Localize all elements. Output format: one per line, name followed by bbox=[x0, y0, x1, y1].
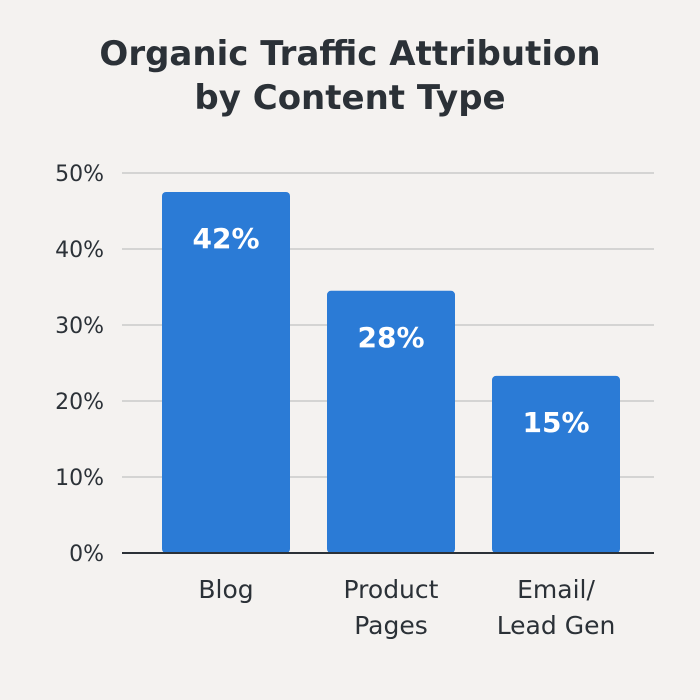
chart-title-line-1: Organic Traffic Attribution bbox=[99, 34, 601, 74]
category-labels: Blog Product Pages Email/Lead Gen bbox=[198, 575, 615, 640]
data-labels: 42% 28% 15% bbox=[192, 222, 589, 439]
chart-title-line-2: by Content Type bbox=[194, 78, 506, 119]
bar-data-label: 15% bbox=[522, 406, 589, 439]
y-tick-label: 0% bbox=[69, 542, 104, 567]
bar bbox=[492, 375, 620, 553]
bar bbox=[327, 290, 455, 553]
x-category-label: Blog bbox=[198, 575, 253, 604]
x-category-label: Lead Gen bbox=[497, 611, 616, 640]
y-tick-label: 40% bbox=[55, 238, 104, 263]
chart-title: Organic Traffic Attribution by Content T… bbox=[0, 32, 700, 120]
bars bbox=[162, 192, 620, 553]
x-category-label: Pages bbox=[354, 611, 428, 640]
bar-data-label: 28% bbox=[357, 321, 424, 354]
y-tick-label: 50% bbox=[55, 162, 104, 187]
x-category-label: Email/ bbox=[517, 575, 595, 604]
bar bbox=[162, 192, 290, 553]
y-tick-label: 30% bbox=[55, 314, 104, 339]
y-tick-label: 20% bbox=[55, 390, 104, 415]
bar-data-label: 42% bbox=[192, 222, 259, 255]
y-axis-tick-labels: 0% 10% 20% 30% 40% 50% bbox=[55, 162, 104, 567]
y-tick-label: 10% bbox=[55, 466, 104, 491]
x-category-label: Product bbox=[344, 575, 439, 604]
